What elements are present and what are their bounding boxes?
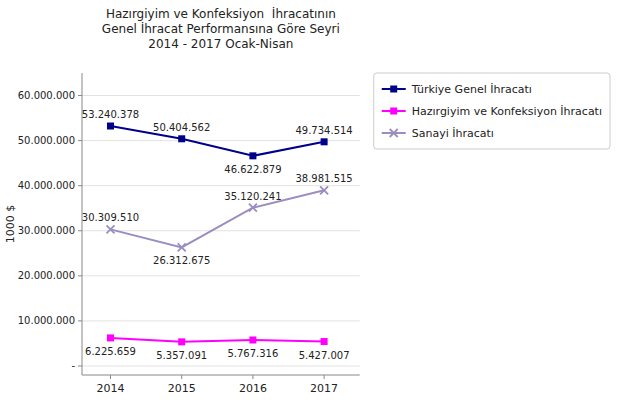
title: Hazırgiyim ve Konfeksiyon İhracatınınGen… bbox=[102, 6, 340, 51]
x-tick-label: 2015 bbox=[168, 382, 196, 395]
marks bbox=[106, 123, 328, 346]
data-label: 30.309.510 bbox=[82, 212, 139, 223]
y-tick-label: - bbox=[71, 360, 75, 371]
legend-box bbox=[374, 73, 610, 149]
y-tick-label: 40.000.000 bbox=[18, 180, 75, 191]
y-axis-label: 1000 $ bbox=[4, 205, 17, 244]
marker bbox=[249, 336, 256, 343]
series-line bbox=[110, 190, 324, 247]
marker bbox=[390, 108, 397, 115]
y-tick bbox=[78, 185, 82, 186]
marker bbox=[321, 138, 328, 145]
data-label: 49.734.514 bbox=[295, 125, 352, 136]
data-label: 6.225.659 bbox=[85, 346, 136, 357]
title-line: Genel İhracat Performansına Göre Seyri bbox=[102, 21, 340, 36]
data-label: 5.767.316 bbox=[227, 348, 278, 359]
grid-line bbox=[82, 185, 360, 186]
marker bbox=[106, 225, 114, 233]
x-tick-label: 2014 bbox=[96, 382, 124, 395]
marker bbox=[390, 129, 398, 137]
legend-label: Hazırgiyim ve Konfeksiyon İhracatı bbox=[412, 105, 602, 118]
marker bbox=[107, 123, 114, 130]
grid-line bbox=[82, 140, 360, 141]
x-tick bbox=[324, 375, 325, 379]
x-tick bbox=[252, 375, 253, 379]
series-line bbox=[110, 338, 324, 342]
data-labels: 53.240.378 50.404.562 46.622.879 49.734.514… bbox=[82, 109, 353, 361]
y-tick bbox=[78, 320, 82, 321]
legend-label: Türkiye Genel İhracatı bbox=[411, 83, 532, 96]
axes: - 10.000.000 20.000.000 30.000.000 40.000.00… bbox=[18, 73, 360, 395]
marker bbox=[249, 204, 257, 212]
x-tick bbox=[110, 375, 111, 379]
chart: Türkiye Genel İhracatı Hazırgiyim ve Konf… bbox=[0, 0, 618, 405]
title-line: Hazırgiyim ve Konfeksiyon İhracatının bbox=[106, 6, 336, 21]
grid-line bbox=[82, 95, 360, 96]
data-label: 26.312.675 bbox=[153, 255, 210, 266]
marker bbox=[178, 338, 185, 345]
y-tick-label: 60.000.000 bbox=[18, 90, 75, 101]
title-line: 2014 - 2017 Ocak-Nisan bbox=[148, 37, 293, 51]
y-tick bbox=[78, 95, 82, 96]
legend-label: Sanayi İhracatı bbox=[412, 127, 494, 140]
x-axis-line bbox=[82, 375, 360, 376]
legend: Türkiye Genel İhracatı Hazırgiyim ve Konf… bbox=[374, 73, 610, 149]
data-label: 5.357.091 bbox=[156, 350, 207, 361]
marker bbox=[249, 152, 256, 159]
y-tick bbox=[78, 365, 82, 366]
data-label: 38.981.515 bbox=[295, 173, 352, 184]
marker bbox=[178, 135, 185, 142]
y-tick bbox=[78, 275, 82, 276]
grid-line bbox=[82, 320, 360, 321]
marker bbox=[321, 338, 328, 345]
marker bbox=[178, 243, 186, 251]
x-tick-label: 2017 bbox=[310, 382, 338, 395]
grid-line bbox=[82, 365, 360, 366]
data-label: 50.404.562 bbox=[153, 122, 210, 133]
marker bbox=[320, 186, 328, 194]
grid-line bbox=[82, 275, 360, 276]
x-tick-label: 2016 bbox=[239, 382, 267, 395]
y-tick-label: 50.000.000 bbox=[18, 135, 75, 146]
data-label: 5.427.007 bbox=[299, 350, 350, 361]
y-tick-label: 30.000.000 bbox=[18, 225, 75, 236]
x-tick bbox=[181, 375, 182, 379]
marker bbox=[390, 86, 397, 93]
marker bbox=[107, 334, 114, 341]
data-label: 35.120.241 bbox=[224, 191, 281, 202]
data-label: 53.240.378 bbox=[82, 109, 139, 120]
data-label: 46.622.879 bbox=[224, 164, 281, 175]
y-tick-label: 20.000.000 bbox=[18, 270, 75, 281]
y-tick bbox=[78, 230, 82, 231]
series-line bbox=[110, 126, 324, 156]
y-tick bbox=[78, 140, 82, 141]
y-tick-label: 10.000.000 bbox=[18, 315, 75, 326]
grid-line bbox=[82, 230, 360, 231]
